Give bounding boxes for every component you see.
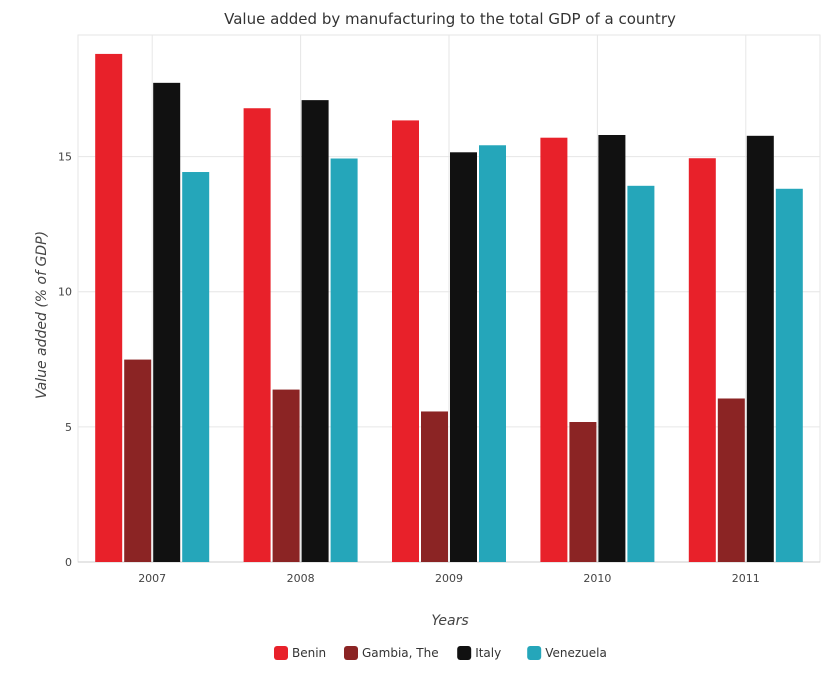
- x-axis-label: Years: [431, 613, 468, 629]
- bar: [421, 411, 448, 562]
- x-tick-label: 2008: [287, 572, 315, 585]
- bar: [746, 135, 774, 562]
- legend-swatch: [344, 646, 358, 660]
- bar: [301, 100, 329, 562]
- bar: [598, 134, 626, 562]
- legend-swatch: [274, 646, 288, 660]
- x-tick-labels: 2007 2008 2009 2010 2011: [138, 572, 760, 585]
- legend-label: Gambia, The: [362, 646, 439, 660]
- bar: [479, 145, 506, 562]
- bar: [153, 82, 181, 562]
- chart-title: Value added by manufacturing to the tota…: [224, 10, 676, 28]
- bar: [450, 152, 477, 563]
- bar: [540, 137, 568, 562]
- legend-swatch: [457, 646, 472, 660]
- legend-label: Venezuela: [545, 646, 607, 660]
- x-tick-label: 2011: [732, 572, 760, 585]
- y-tick-labels: 0 5 10 15: [58, 151, 72, 569]
- bar: [392, 120, 419, 562]
- bar: [182, 172, 210, 562]
- y-tick-label: 5: [65, 421, 72, 434]
- bar: [243, 108, 271, 562]
- x-tick-label: 2009: [435, 572, 463, 585]
- bars: [95, 53, 803, 563]
- bar: [95, 53, 123, 563]
- legend: Benin Gambia, The Italy Venezuela: [274, 646, 607, 660]
- bar: [627, 185, 655, 562]
- bar: [569, 422, 597, 562]
- x-tick-label: 2007: [138, 572, 166, 585]
- bar: [272, 389, 300, 562]
- bar: [717, 398, 745, 562]
- bar: [124, 359, 152, 562]
- bar: [330, 158, 358, 562]
- y-tick-label: 0: [65, 556, 72, 569]
- legend-label: Benin: [292, 646, 326, 660]
- y-tick-label: 10: [58, 286, 72, 299]
- y-tick-label: 15: [58, 151, 72, 164]
- bar: [775, 188, 803, 563]
- bar: [688, 158, 716, 562]
- legend-label: Italy: [475, 646, 501, 660]
- legend-swatch: [527, 646, 542, 660]
- y-axis-label: Value added (% of GDP): [34, 231, 50, 399]
- x-tick-label: 2010: [583, 572, 611, 585]
